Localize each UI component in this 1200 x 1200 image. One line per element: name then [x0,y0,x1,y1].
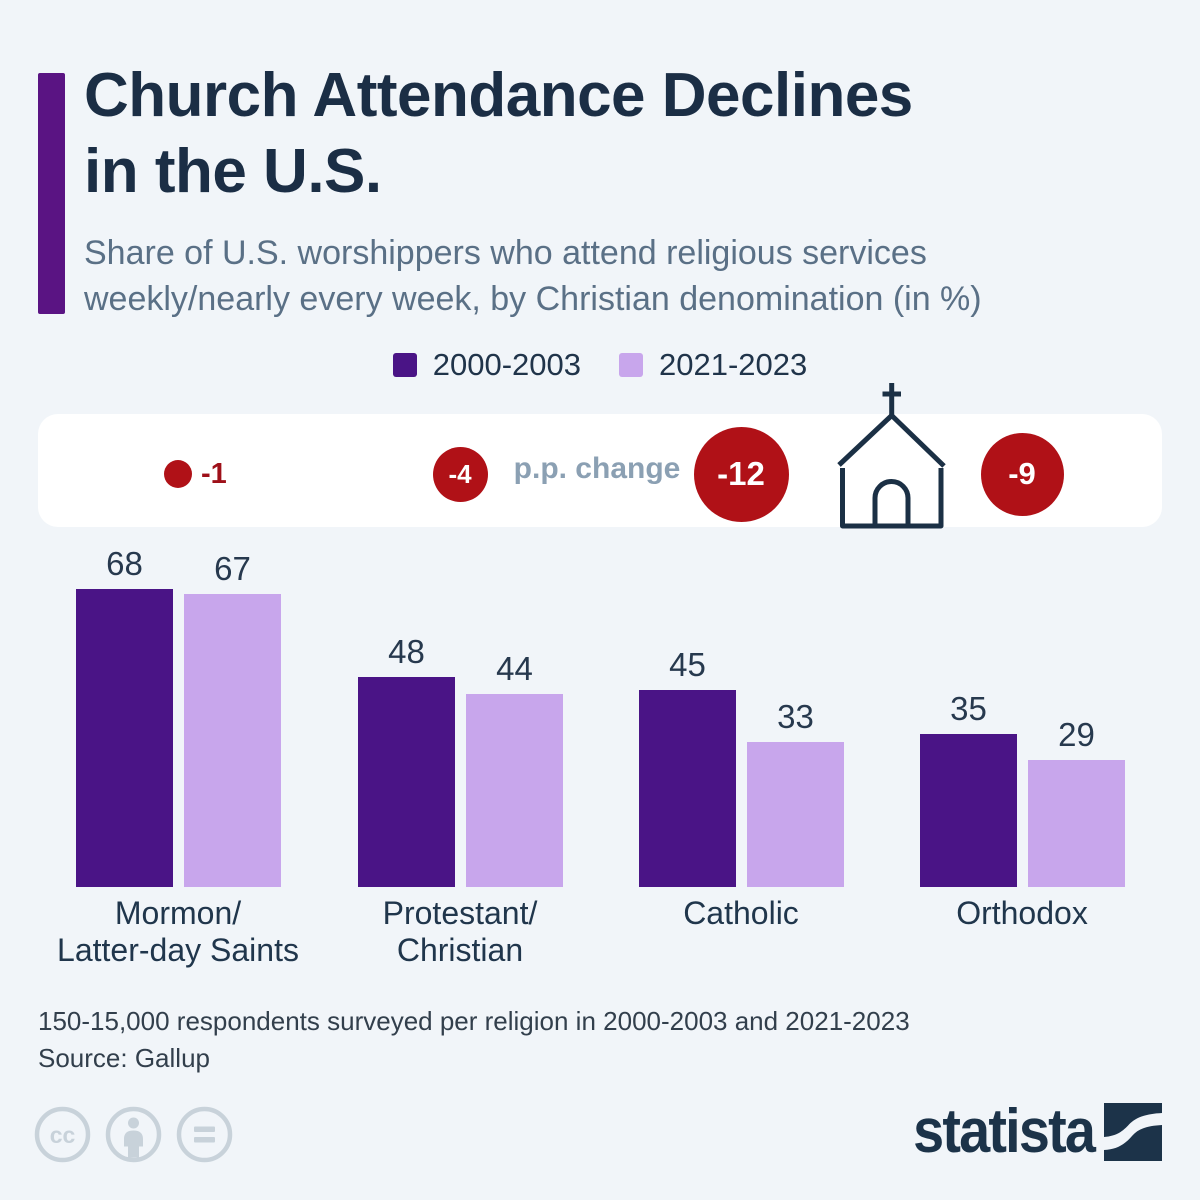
page-title: Church Attendance Declines in the U.S. [84,58,913,210]
category-label: Orthodox [832,895,1200,932]
bar-value-label: 35 [950,690,987,727]
bar-value-label: 48 [388,633,425,670]
legend-swatch-2000-2003 [392,353,417,377]
bar [920,734,1017,887]
statista-logo: statista [893,1097,1162,1166]
bar [76,589,173,887]
page-subtitle: Share of U.S. worshippers who attend rel… [84,230,982,322]
church-door [872,479,911,526]
creative-commons-icon: cc [34,1106,91,1163]
pp-change-band [38,414,1162,527]
equals-icon [176,1106,233,1163]
license-icons: cc [34,1106,233,1163]
category-label-line: Mormon/ [114,895,242,931]
legend-label-2021-2023: 2021-2023 [659,347,808,382]
church-icon [837,383,946,529]
page-subtitle-line-2: weekly/nearly every week, by Christian d… [84,280,982,318]
bar [639,690,736,887]
page-title-line-2: in the U.S. [84,137,382,206]
bar-value-label: 45 [669,646,706,683]
legend-label-2000-2003: 2000-2003 [432,347,581,382]
bar-value-label: 68 [106,545,143,582]
legend-item-2021-2023: 2021-2023 [619,347,807,383]
title-accent-bar [38,73,65,314]
pp-change-circle: -4 [432,446,488,502]
page-subtitle-line-1: Share of U.S. worshippers who attend rel… [84,234,927,272]
category-label-line: Protestant/ [382,895,538,931]
footnote: 150-15,000 respondents surveyed per reli… [38,1006,910,1036]
bar-value-label: 33 [777,698,814,735]
category-label-line: Latter-day Saints [57,932,299,968]
attribution-person-icon [105,1106,162,1163]
category-label-line: Catholic [683,895,799,931]
category-label-line: Christian [396,932,524,968]
pp-change-circle: -12 [693,426,789,522]
bar-value-label: 67 [214,550,251,587]
statista-wordmark: statista [913,1097,1096,1166]
pp-change-circle: -9 [980,432,1064,516]
bar-value-label: 44 [496,650,533,687]
bar [184,594,281,887]
category-label-line: Orthodox [956,895,1088,931]
category-label: Catholic [551,895,931,932]
bar-value-label: 29 [1058,716,1095,753]
pp-change-circle [164,460,192,488]
legend-swatch-2021-2023 [619,353,643,377]
pp-change-caption: p.p. change [513,452,681,485]
category-label: Protestant/Christian [270,895,650,969]
category-label: Mormon/Latter-day Saints [0,895,368,969]
bar [466,694,563,887]
pp-change-value: -1 [201,458,227,490]
page-title-line-1: Church Attendance Declines [84,61,913,130]
source-note: Source: Gallup [38,1043,210,1073]
bar [747,742,844,887]
church-walls [840,468,944,529]
bar [358,677,455,887]
church-roof [837,413,946,468]
statista-logo-mark [1104,1103,1162,1161]
legend: 2000-2003 2021-2023 [0,347,1200,383]
bar [1028,760,1125,887]
legend-item-2000-2003: 2000-2003 [392,347,581,383]
svg-text:cc: cc [50,1122,76,1148]
